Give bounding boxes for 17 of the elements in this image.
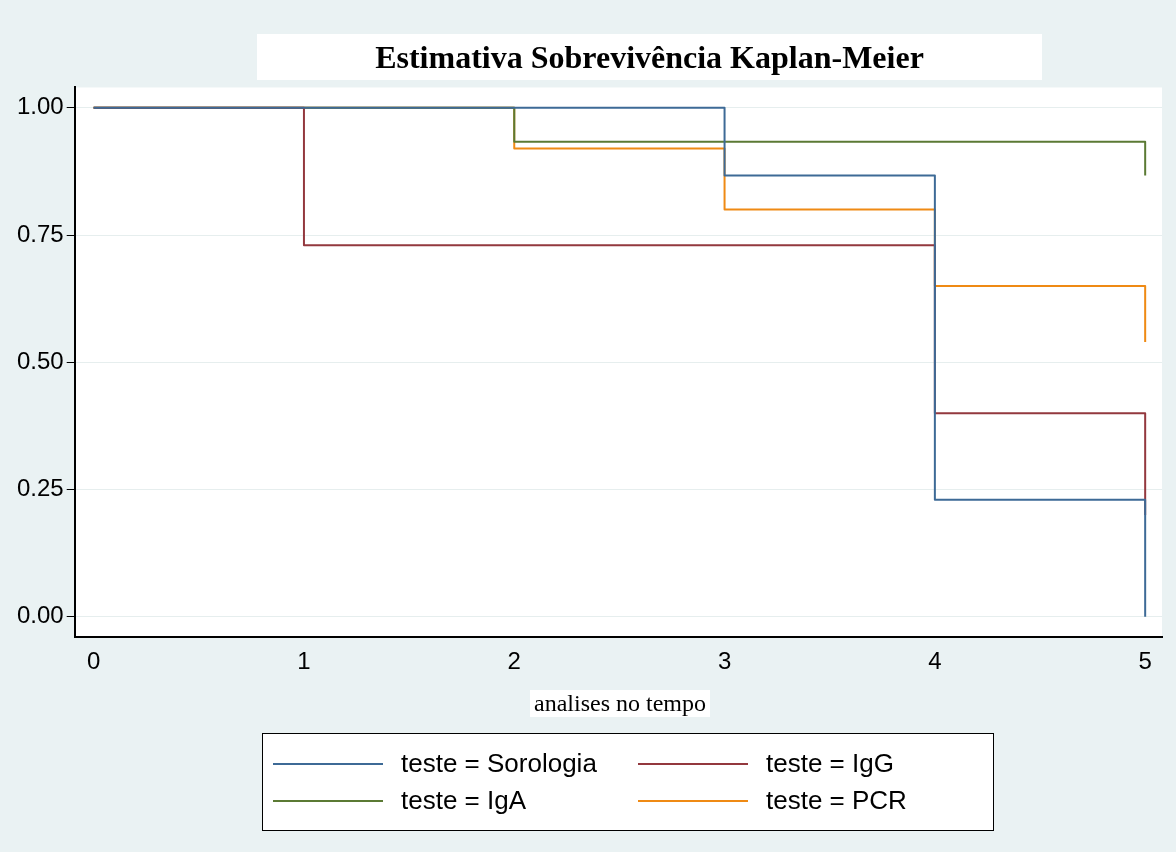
y-tick-label: 0.75 (16, 219, 64, 247)
legend-label: teste = Sorologia (400, 748, 598, 779)
x-tick-label: 3 (717, 647, 732, 675)
legend-label: teste = IgA (400, 785, 528, 816)
x-tick-label: 2 (507, 647, 521, 675)
y-tick-label: 1.00 (16, 92, 64, 120)
x-tick-label: 0 (86, 647, 101, 675)
chart-title: Estimativa Sobrevivência Kaplan-Meier (257, 34, 1042, 80)
x-axis-title: analises no tempo (530, 690, 710, 717)
x-tick-label: 1 (297, 647, 311, 675)
y-tick-label: 0.25 (16, 474, 64, 502)
legend-label: teste = IgG (765, 748, 895, 779)
x-tick-label: 4 (928, 647, 942, 675)
y-tick-label: 0.50 (16, 346, 64, 374)
y-tick-label: 0.00 (16, 601, 64, 629)
legend-label: teste = PCR (765, 785, 908, 816)
x-tick-label: 5 (1138, 647, 1152, 675)
